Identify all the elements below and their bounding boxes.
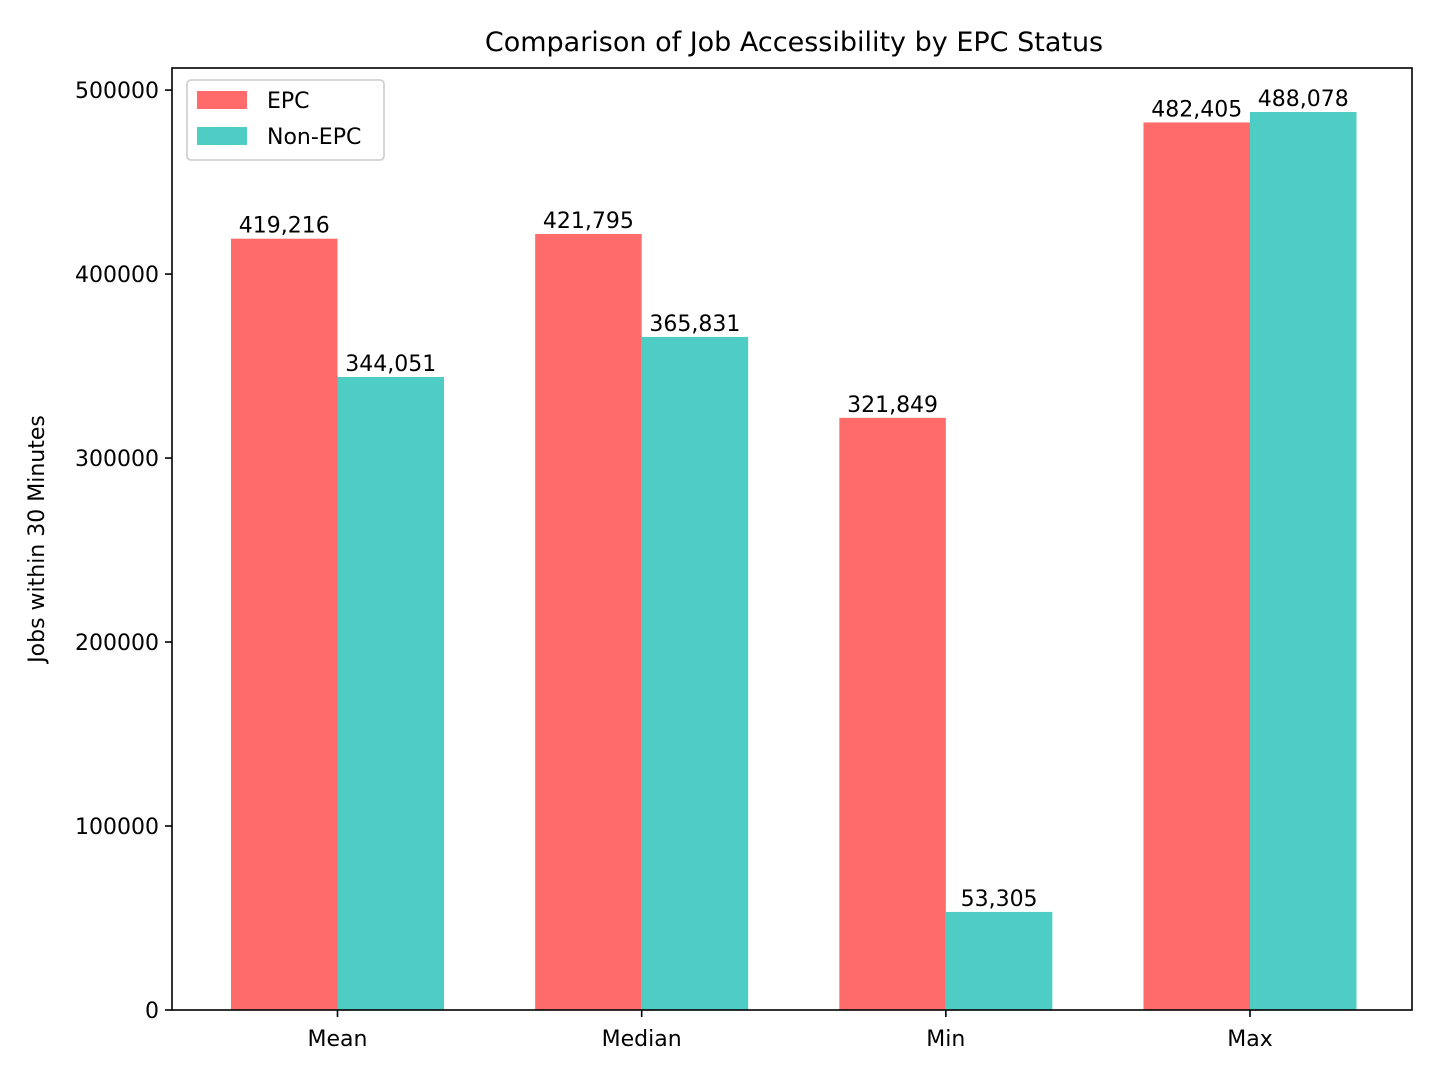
x-tick-label: Max [1227,1027,1272,1052]
plot-frame [171,67,1413,1011]
y-axis-label: Jobs within 30 Minutes [25,415,50,665]
legend-label: Non-EPC [267,125,361,150]
x-tick-label: Min [926,1027,965,1052]
y-tick-label: 300000 [75,447,159,472]
bar-non-epc-max [1250,112,1357,1010]
y-tick-label: 100000 [75,815,159,840]
x-axis: Mean Median Min Max [308,1010,1273,1052]
bar-epc-min [839,417,946,1010]
y-tick-label: 500000 [75,79,159,104]
x-tick-label: Median [602,1027,682,1052]
data-label: 344,051 [345,352,436,377]
y-tick-label: 200000 [75,631,159,656]
data-label: 482,405 [1151,97,1242,122]
legend-label: EPC [267,89,310,114]
data-label: 421,795 [543,209,634,234]
bar-epc-max [1143,122,1250,1010]
x-tick-label: Mean [308,1027,368,1052]
y-tick-label: 400000 [75,263,159,288]
data-label: 321,849 [847,393,938,418]
legend-swatch [197,91,247,109]
legend: EPC Non-EPC [186,79,385,161]
data-label: 365,831 [649,312,740,337]
bar-non-epc-median [641,336,749,1011]
bars-layer [231,112,1357,1011]
bar-non-epc-min [945,911,1053,1010]
y-axis: 0 100000 200000 300000 400000 500000 [75,79,172,1024]
legend-swatch [197,127,247,145]
data-label: 53,305 [961,887,1038,912]
bar-epc-mean [231,238,338,1010]
bar-non-epc-mean [337,376,444,1011]
data-labels-layer: 419,216 421,795 321,849 482,405 344,051 365,8… [239,87,1349,912]
data-label: 419,216 [239,214,330,239]
bar-epc-median [535,233,642,1010]
y-tick-label: 0 [145,999,159,1024]
data-label: 488,078 [1258,87,1349,112]
chart-title: Comparison of Job Accessibility by EPC S… [485,27,1103,58]
